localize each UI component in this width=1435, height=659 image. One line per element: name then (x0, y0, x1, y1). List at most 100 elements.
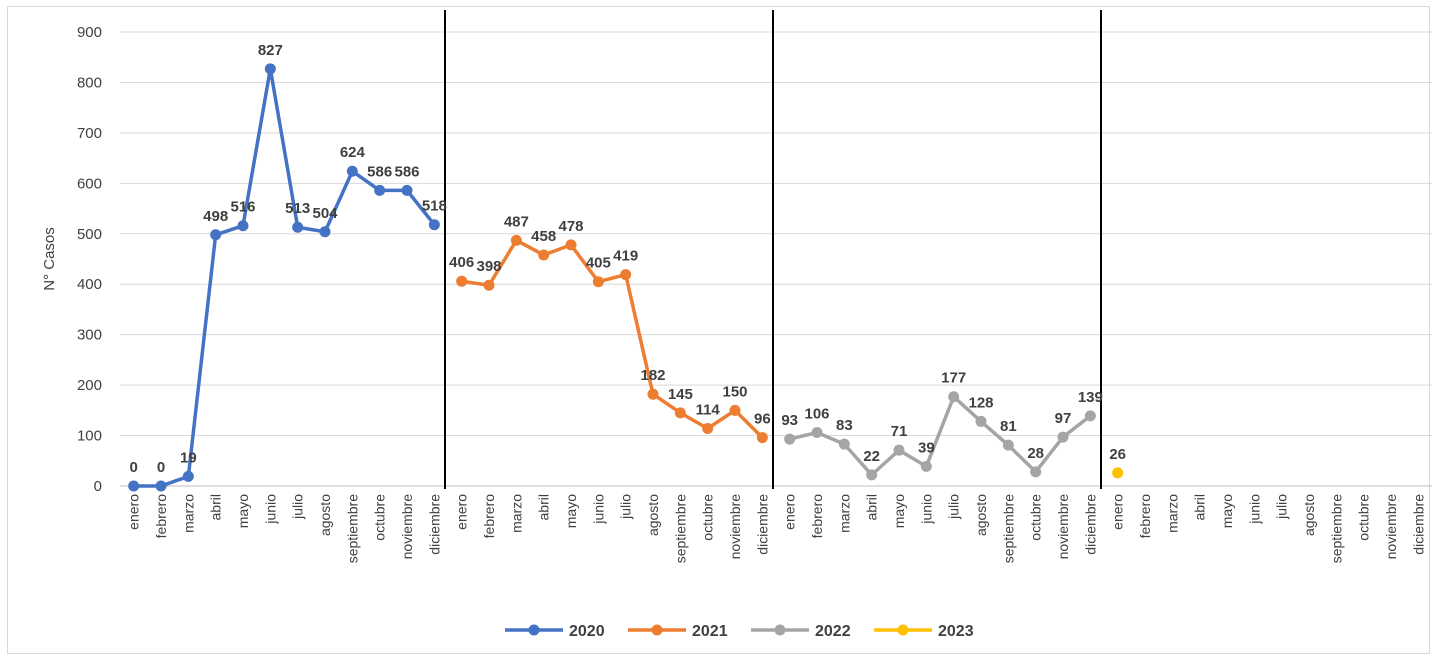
data-label-2021: 458 (531, 228, 556, 245)
x-tick-label: agosto (1301, 494, 1317, 536)
legend-marker-2021 (651, 624, 663, 636)
data-label-2020: 586 (367, 163, 392, 180)
data-label-2020: 0 (129, 459, 137, 476)
data-point-2022 (811, 427, 823, 439)
x-tick-label: marzo (836, 494, 852, 533)
legend-label-2021: 2021 (692, 623, 728, 640)
x-tick-label: octubre (1028, 494, 1044, 541)
x-tick-label: diciembre (754, 494, 770, 555)
x-tick-label: abril (864, 494, 880, 520)
x-tick-label: marzo (1164, 494, 1180, 533)
data-point-2022 (1030, 466, 1042, 478)
x-tick-label: abril (208, 494, 224, 520)
data-label-2020: 624 (340, 144, 366, 161)
y-axis-title: N° Casos (41, 227, 58, 291)
data-label-2020: 518 (422, 198, 447, 215)
data-point-2020 (292, 221, 304, 233)
x-tick-label: septiembre (344, 494, 360, 563)
y-tick-label: 100 (77, 428, 102, 445)
data-point-2022 (866, 469, 878, 481)
data-label-2020: 516 (230, 199, 255, 216)
data-point-2021 (538, 249, 550, 261)
data-point-2020 (319, 226, 331, 238)
data-label-2021: 96 (754, 411, 771, 428)
x-tick-label: mayo (563, 494, 579, 528)
x-tick-label: septiembre (1328, 494, 1344, 563)
data-point-2022 (893, 444, 905, 456)
x-tick-label: abril (536, 494, 552, 520)
x-tick-label: marzo (180, 494, 196, 533)
data-point-2021 (729, 404, 741, 416)
data-label-2021: 398 (476, 258, 501, 275)
x-tick-label: junio (262, 494, 278, 525)
data-point-2020 (428, 219, 440, 231)
y-tick-label: 300 (77, 327, 102, 344)
series-line-2020 (133, 67, 436, 488)
data-label-2022: 28 (1027, 445, 1044, 462)
data-label-2020: 19 (180, 449, 197, 466)
data-label-2023: 26 (1109, 446, 1126, 463)
y-tick-label: 0 (94, 478, 102, 495)
x-tick-label: agosto (645, 494, 661, 536)
x-tick-label: noviembre (1055, 494, 1071, 560)
data-label-2022: 83 (836, 417, 853, 434)
x-tick-label: marzo (508, 494, 524, 533)
y-tick-label: 700 (77, 125, 102, 142)
data-label-2020: 498 (203, 208, 228, 225)
data-label-2021: 145 (668, 386, 693, 403)
data-label-2022: 81 (1000, 418, 1017, 435)
data-label-2021: 182 (640, 367, 665, 384)
x-tick-label: febrero (481, 494, 497, 539)
x-tick-label: julio (618, 494, 634, 520)
x-tick-label: septiembre (1000, 494, 1016, 563)
x-tick-label: noviembre (1383, 494, 1399, 560)
x-tick-label: octubre (372, 494, 388, 541)
data-point-2021 (647, 388, 659, 400)
data-label-2020: 513 (285, 200, 310, 217)
data-point-2022 (838, 438, 850, 450)
x-tick-label: enero (1110, 494, 1126, 530)
data-point-2021 (483, 279, 495, 291)
data-label-2022: 128 (968, 394, 993, 411)
y-tick-label: 200 (77, 377, 102, 394)
data-label-2022: 97 (1055, 410, 1072, 427)
x-tick-label: noviembre (399, 494, 415, 560)
data-point-2022 (920, 460, 932, 472)
data-point-2022 (975, 415, 987, 427)
x-tick-label: mayo (891, 494, 907, 528)
x-tick-label: junio (918, 494, 934, 525)
x-tick-label: diciembre (426, 494, 442, 555)
x-tick-label: junio (590, 494, 606, 525)
x-tick-label: octubre (700, 494, 716, 541)
x-tick-label: abril (1192, 494, 1208, 520)
legend-marker-2022 (774, 624, 786, 636)
data-point-2021 (456, 275, 468, 287)
data-label-2022: 71 (891, 423, 908, 440)
x-tick-label: mayo (1219, 494, 1235, 528)
data-label-2022: 139 (1078, 389, 1103, 406)
legend-label-2023: 2023 (938, 623, 974, 640)
y-tick-label: 800 (77, 74, 102, 91)
data-point-2023 (1112, 467, 1124, 479)
data-label-2021: 478 (558, 218, 583, 235)
data-label-2021: 487 (504, 213, 529, 230)
x-tick-label: diciembre (1410, 494, 1426, 555)
data-point-2022 (1002, 439, 1014, 451)
x-tick-label: agosto (317, 494, 333, 536)
x-tick-label: agosto (973, 494, 989, 536)
x-tick-label: febrero (1137, 494, 1153, 539)
data-point-2020 (182, 470, 194, 482)
x-tick-label: julio (946, 494, 962, 520)
data-point-2021 (674, 407, 686, 419)
data-label-2021: 114 (696, 401, 721, 418)
data-point-2021 (702, 422, 714, 434)
x-tick-label: octubre (1356, 494, 1372, 541)
data-point-2020 (155, 480, 167, 492)
data-label-2020: 827 (258, 42, 283, 59)
data-point-2020 (210, 229, 222, 241)
data-label-2021: 419 (613, 248, 638, 265)
x-tick-label: noviembre (727, 494, 743, 560)
data-point-2021 (756, 432, 768, 444)
x-tick-label: junio (1246, 494, 1262, 525)
